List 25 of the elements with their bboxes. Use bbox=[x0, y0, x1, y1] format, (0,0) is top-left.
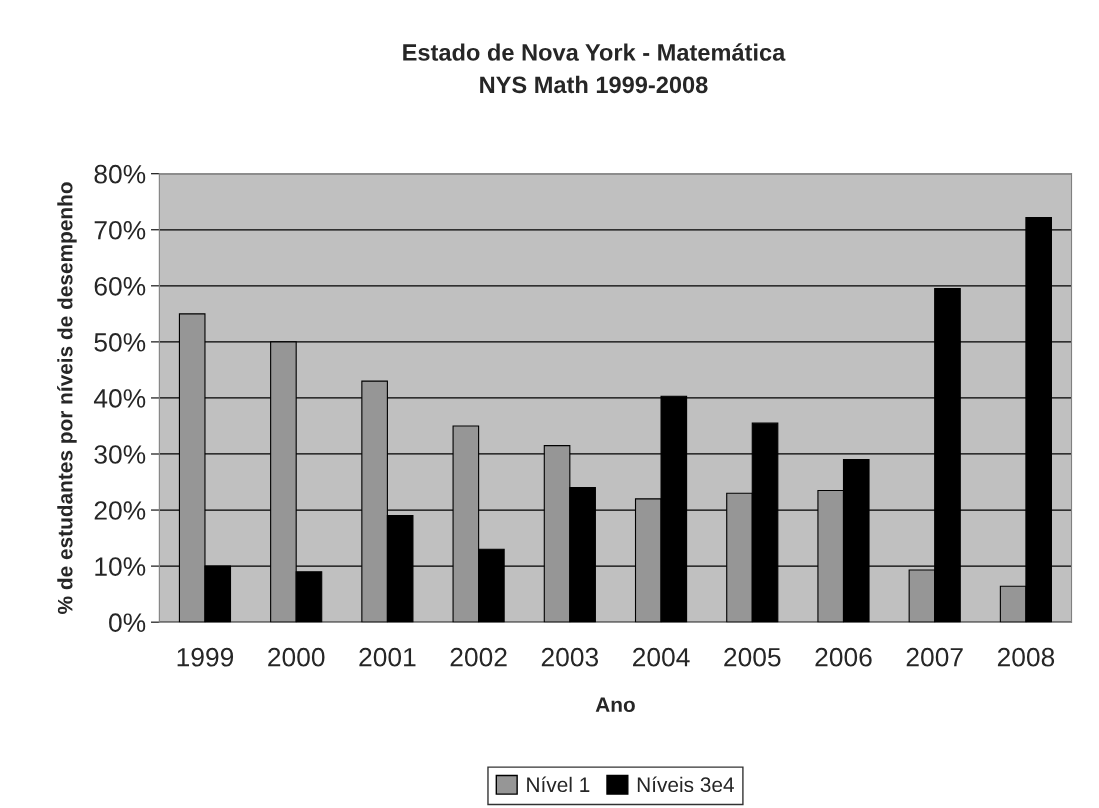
y-tick-label: 50% bbox=[94, 333, 146, 352]
y-tick-label: 10% bbox=[95, 557, 146, 576]
x-tick-label: 2001 bbox=[359, 647, 416, 667]
legend-label: Nível 1 bbox=[527, 776, 590, 793]
x-tick-label: 2005 bbox=[724, 647, 781, 667]
x-tick-label: 2002 bbox=[450, 647, 507, 667]
y-tick-label: 0% bbox=[109, 613, 146, 632]
y-axis-title: % de estudantes por níveis de desempenho bbox=[57, 182, 77, 614]
x-tick-label: 2004 bbox=[633, 647, 690, 667]
y-tick-label: 80% bbox=[94, 164, 146, 184]
y-tick-label: 20% bbox=[94, 501, 146, 520]
x-axis-title: Ano bbox=[595, 697, 635, 713]
x-tick-label: 2000 bbox=[268, 647, 325, 667]
y-tick-label: 30% bbox=[94, 445, 146, 464]
y-tick-label: 40% bbox=[93, 389, 146, 408]
x-tick-label: 2008 bbox=[997, 647, 1055, 667]
x-tick-label: 1999 bbox=[177, 647, 234, 667]
y-tick-label: 70% bbox=[94, 220, 146, 240]
legend-label: Níveis 3e4 bbox=[637, 776, 734, 793]
x-tick-label: 2003 bbox=[541, 647, 599, 667]
chart-subtitle: NYS Math 1999-2008 bbox=[480, 75, 708, 94]
x-tick-label: 2007 bbox=[906, 647, 963, 667]
y-tick-label: 60% bbox=[94, 276, 146, 296]
chart-title: Estado de Nova York - Matemática bbox=[403, 43, 786, 61]
x-tick-label: 2006 bbox=[815, 647, 872, 667]
